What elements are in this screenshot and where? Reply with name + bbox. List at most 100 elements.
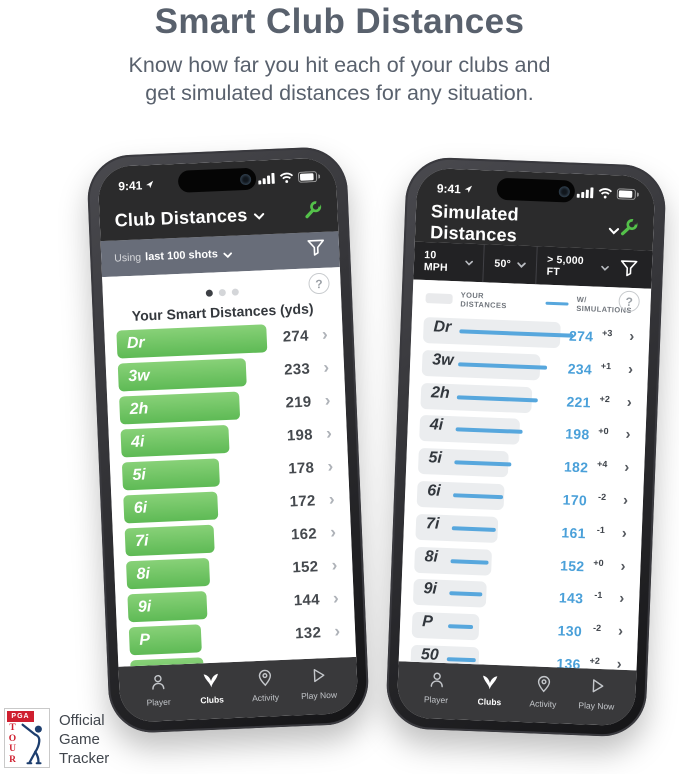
altitude-filter[interactable]: > 5,000 FT [536, 246, 620, 287]
simulated-value: 130 [557, 622, 583, 640]
phone-right-screen: 9:41 Simulated Distances [396, 167, 656, 727]
tab-player[interactable]: Player [409, 669, 464, 720]
club-label: 6i [426, 482, 441, 500]
tab-play-now[interactable]: Play Now [291, 664, 347, 715]
player-icon [148, 674, 169, 697]
distance-delta: -2 [597, 491, 607, 503]
tab-bar: Player Clubs Activity Play Now [118, 656, 359, 723]
shots-filter-bar[interactable]: Using last 100 shots [100, 231, 340, 278]
battery-icon [616, 186, 640, 205]
chevron-right-icon: › [332, 588, 340, 608]
distance-delta: +4 [596, 458, 608, 470]
chevron-right-icon: › [322, 357, 330, 377]
wind-filter[interactable]: 10 MPH [413, 241, 486, 283]
chevron-right-icon: › [628, 327, 635, 346]
phone-left-screen: 9:41 Club Distances [97, 157, 359, 723]
chevron-right-icon: › [626, 393, 633, 411]
phone-right: 9:41 Simulated Distances [385, 156, 667, 738]
tab-activity[interactable]: Activity [515, 673, 570, 724]
camera-icon [558, 185, 571, 197]
club-label: 2h [430, 383, 451, 402]
simulated-value: 182 [563, 458, 589, 476]
your-distances-swatch [425, 293, 453, 305]
simulated-value: 143 [558, 589, 584, 607]
tab-activity[interactable]: Activity [238, 667, 294, 718]
club-label: Dr [126, 334, 145, 353]
camera-icon [239, 173, 252, 185]
wrench-icon[interactable] [619, 217, 639, 242]
filter-prefix-label: Using [114, 251, 142, 265]
tab-clubs[interactable]: Clubs [184, 669, 240, 720]
distance-value: 152 [292, 558, 319, 577]
status-time: 9:41 [436, 181, 462, 197]
distance-value: 274 [282, 327, 310, 346]
distance-value: 172 [289, 492, 316, 511]
simulated-value: 234 [567, 360, 593, 378]
page-subtitle: Know how far you hit each of your clubs … [128, 53, 551, 105]
chevron-right-icon: › [334, 621, 341, 641]
chevron-right-icon: › [620, 557, 626, 575]
simulations-swatch [545, 301, 569, 306]
chevron-right-icon: › [328, 489, 335, 509]
distance-value: 144 [293, 591, 321, 610]
filter-funnel-icon[interactable] [306, 237, 327, 263]
chevron-down-icon [601, 265, 609, 271]
distance-delta: +2 [589, 655, 601, 666]
chevron-right-icon: › [627, 360, 634, 378]
filter-funnel-icon[interactable] [618, 249, 652, 288]
simulated-value: 170 [562, 491, 588, 509]
distance-delta: +3 [601, 327, 613, 339]
tab-play-now[interactable]: Play Now [569, 675, 624, 726]
distance-bar: P [128, 624, 202, 656]
chevron-right-icon: › [321, 324, 329, 344]
tab-label: Player [423, 694, 449, 706]
screen-title-dropdown[interactable]: Simulated Distances [429, 201, 520, 246]
tab-clubs[interactable]: Clubs [462, 671, 517, 722]
play-icon [308, 669, 329, 690]
tab-player[interactable]: Player [131, 671, 187, 722]
location-arrow-icon [464, 180, 474, 198]
club-label: P [421, 613, 434, 631]
cellular-signal-icon [576, 185, 594, 204]
distance-bar: 9i [127, 591, 208, 623]
club-label: 5i [428, 449, 443, 467]
club-label: 5i [132, 466, 147, 485]
chevron-down-icon [253, 207, 265, 225]
chevron-down-icon [517, 261, 526, 268]
chevron-down-icon [608, 222, 620, 240]
chevron-right-icon: › [616, 655, 623, 671]
simulated-value: 161 [561, 524, 587, 542]
club-label: 50 [420, 646, 440, 664]
screen-title-dropdown[interactable]: Club Distances [114, 204, 248, 231]
distance-delta: -2 [592, 622, 602, 634]
play-icon [587, 679, 608, 701]
distance-bar: 8i [125, 557, 211, 590]
chevron-right-icon: › [617, 622, 624, 641]
activity-icon [533, 675, 554, 698]
distance-bar: 4i [120, 424, 230, 458]
club-label: Dr [433, 318, 452, 337]
simulated-distances-content: YOUR DISTANCES W/ SIMULATIONS ? Dr 274 +3 ›… [398, 279, 652, 671]
distance-bar: Dr [116, 324, 268, 359]
status-time: 9:41 [117, 178, 143, 194]
club-label: 3w [431, 351, 454, 369]
distance-value: 219 [285, 393, 312, 412]
club-distance-list: Dr 274 › 3w 233 › 2h 219 › 4i 198 › 5i 178 › 6i 172 › 7i 16… [104, 319, 356, 667]
simulated-value: 274 [568, 327, 594, 345]
distance-bar: 7i [124, 524, 215, 557]
temperature-filter[interactable]: 50° [483, 244, 538, 285]
chevron-right-icon: › [623, 458, 630, 477]
club-distances-content: ? Your Smart Distances (yds) Dr 274 › 3w 233… [102, 267, 357, 667]
distance-value: 132 [294, 624, 322, 643]
distance-bar: 6i [123, 491, 219, 524]
chevron-right-icon: › [625, 426, 631, 444]
wrench-icon[interactable] [303, 200, 323, 225]
badge-caption: Official Game Tracker [59, 712, 110, 767]
chevron-right-icon: › [324, 390, 331, 410]
club-label: 9i [423, 580, 438, 599]
simulated-distance-list: Dr 274 +3 › 3w 234 +1 › 2h 221 +2 › 4i 198 +0 › 5i 182 +4 ›… [399, 314, 650, 671]
dynamic-island [177, 167, 257, 193]
